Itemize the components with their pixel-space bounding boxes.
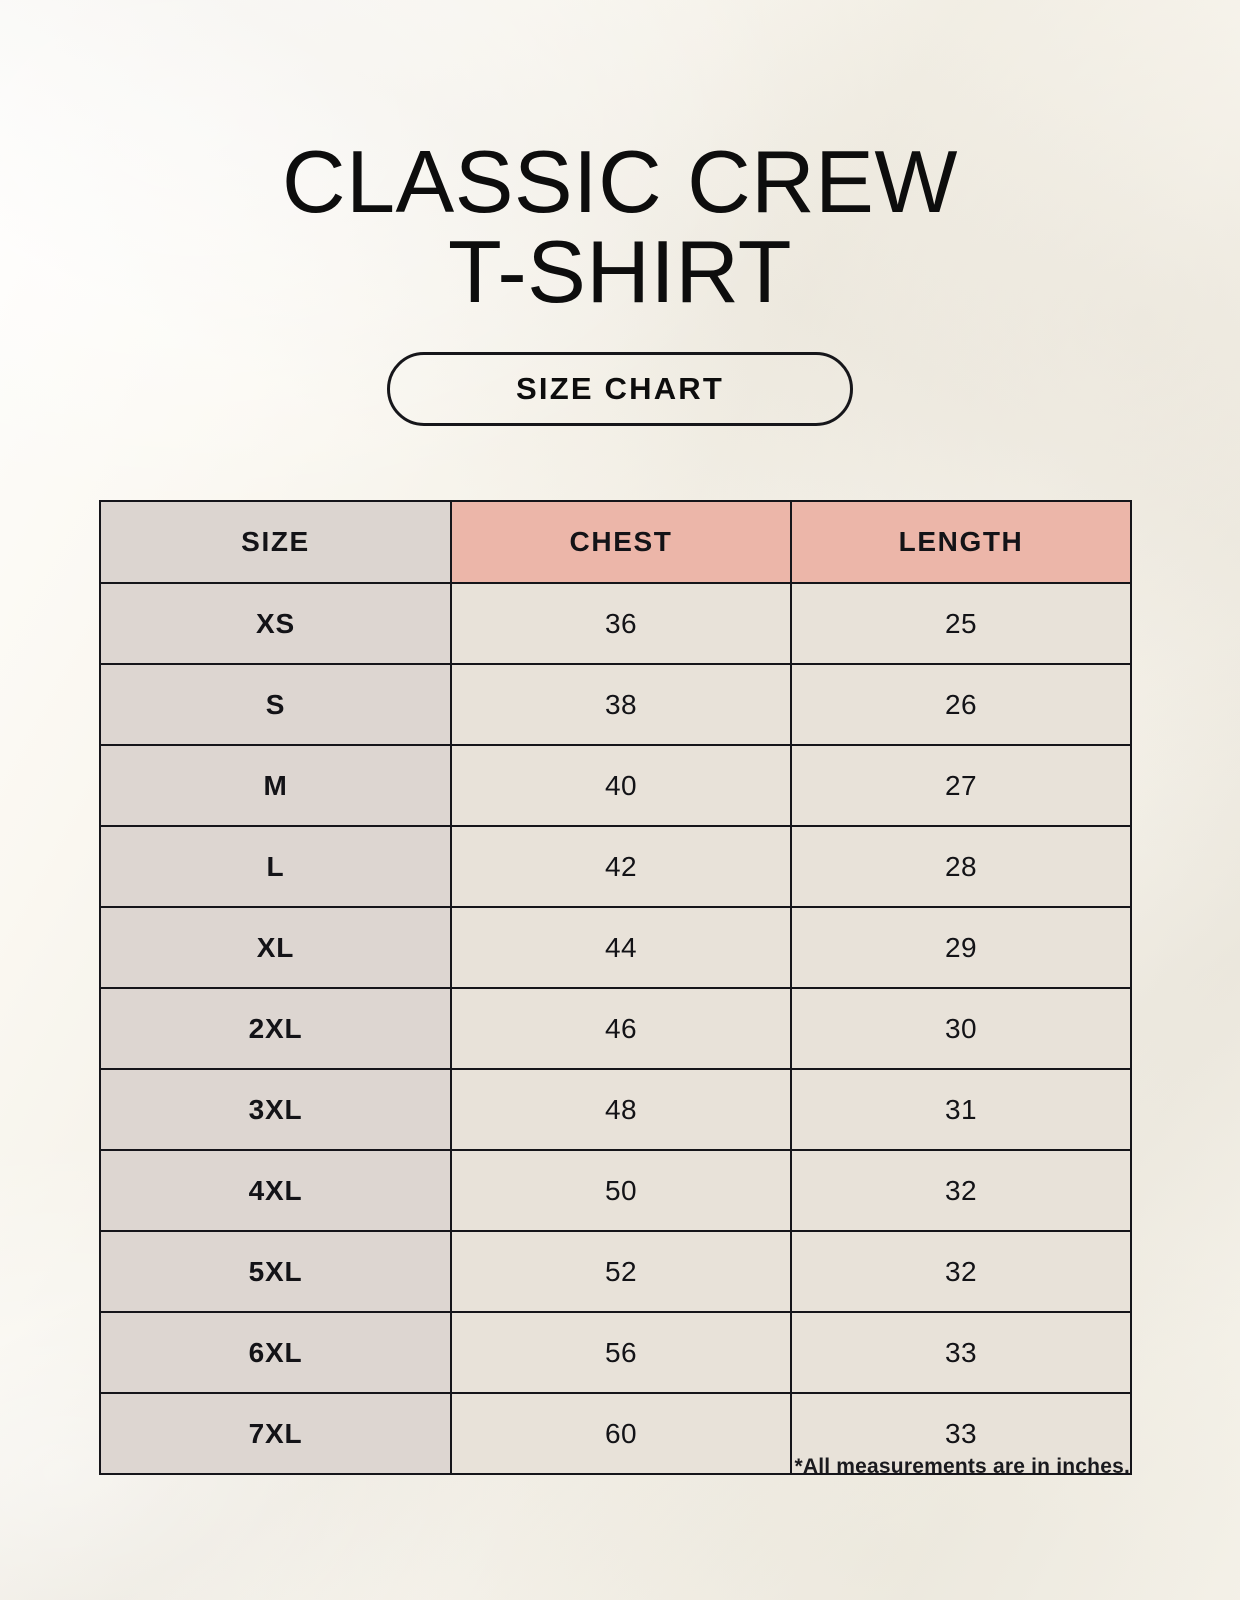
cell-chest: 50 bbox=[450, 1149, 792, 1232]
column-header-length: LENGTH bbox=[790, 500, 1132, 584]
cell-size: M bbox=[99, 744, 452, 827]
cell-chest: 36 bbox=[450, 582, 792, 665]
cell-size: L bbox=[99, 825, 452, 908]
table-row: S 38 26 bbox=[99, 663, 1132, 746]
cell-length: 26 bbox=[790, 663, 1132, 746]
cell-chest: 38 bbox=[450, 663, 792, 746]
cell-length: 32 bbox=[790, 1149, 1132, 1232]
measurement-footnote: *All measurements are in inches. bbox=[794, 1455, 1130, 1478]
table-row: 6XL 56 33 bbox=[99, 1311, 1132, 1394]
size-chart-badge-container: SIZE CHART bbox=[0, 352, 1240, 426]
cell-length: 32 bbox=[790, 1230, 1132, 1313]
cell-length: 30 bbox=[790, 987, 1132, 1070]
column-header-chest: CHEST bbox=[450, 500, 792, 584]
cell-chest: 48 bbox=[450, 1068, 792, 1151]
table-row: L 42 28 bbox=[99, 825, 1132, 908]
cell-length: 29 bbox=[790, 906, 1132, 989]
cell-chest: 56 bbox=[450, 1311, 792, 1394]
cell-size: 2XL bbox=[99, 987, 452, 1070]
size-table: SIZE CHEST LENGTH XS 36 25 S 38 26 M bbox=[99, 500, 1132, 1475]
cell-size: 6XL bbox=[99, 1311, 452, 1394]
cell-chest: 52 bbox=[450, 1230, 792, 1313]
page-title: CLASSIC CREW T-SHIRT bbox=[282, 131, 958, 321]
cell-length: 27 bbox=[790, 744, 1132, 827]
table-row: XS 36 25 bbox=[99, 582, 1132, 665]
table-row: 3XL 48 31 bbox=[99, 1068, 1132, 1151]
cell-chest: 46 bbox=[450, 987, 792, 1070]
cell-size: 3XL bbox=[99, 1068, 452, 1151]
cell-length: 28 bbox=[790, 825, 1132, 908]
table-row: XL 44 29 bbox=[99, 906, 1132, 989]
cell-size: S bbox=[99, 663, 452, 746]
table-row: 4XL 50 32 bbox=[99, 1149, 1132, 1232]
size-table-body: XS 36 25 S 38 26 M 40 27 L 42 28 bbox=[99, 582, 1132, 1475]
cell-length: 31 bbox=[790, 1068, 1132, 1151]
table-header-row: SIZE CHEST LENGTH bbox=[99, 500, 1132, 584]
table-row: M 40 27 bbox=[99, 744, 1132, 827]
size-table-head: SIZE CHEST LENGTH bbox=[99, 500, 1132, 584]
cell-chest: 42 bbox=[450, 825, 792, 908]
cell-size: XS bbox=[99, 582, 452, 665]
table-row: 2XL 46 30 bbox=[99, 987, 1132, 1070]
table-row: 5XL 52 32 bbox=[99, 1230, 1132, 1313]
cell-size: XL bbox=[99, 906, 452, 989]
cell-length: 33 bbox=[790, 1311, 1132, 1394]
cell-length: 25 bbox=[790, 582, 1132, 665]
size-table-container: SIZE CHEST LENGTH XS 36 25 S 38 26 M bbox=[99, 500, 1132, 1475]
cell-chest: 40 bbox=[450, 744, 792, 827]
column-header-size: SIZE bbox=[99, 500, 452, 584]
cell-size: 5XL bbox=[99, 1230, 452, 1313]
cell-chest: 44 bbox=[450, 906, 792, 989]
size-chart-badge: SIZE CHART bbox=[387, 352, 853, 426]
cell-size: 4XL bbox=[99, 1149, 452, 1232]
